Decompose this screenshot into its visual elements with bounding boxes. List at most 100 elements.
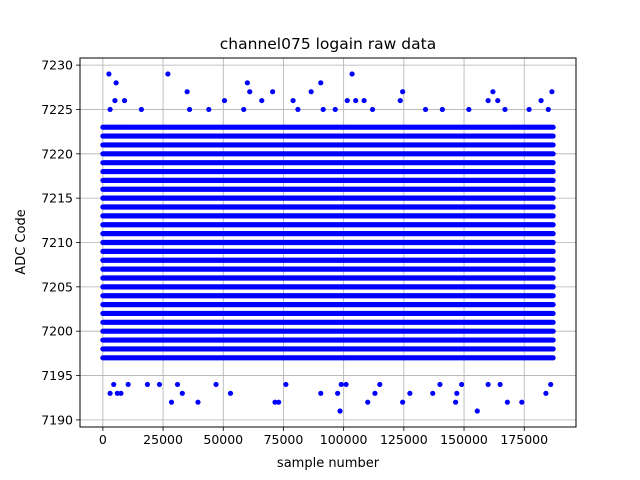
- point-run: [100, 355, 556, 361]
- data-point: [349, 71, 355, 77]
- data-point: [397, 97, 403, 104]
- data-point: [318, 390, 324, 396]
- point-run: [100, 204, 556, 210]
- y-tick-label: 7200: [41, 324, 73, 339]
- data-point: [365, 399, 371, 405]
- data-point: [138, 106, 144, 113]
- point-run: [100, 284, 556, 290]
- data-point: [206, 106, 212, 113]
- data-point: [227, 390, 234, 396]
- data-point: [343, 381, 349, 388]
- y-tick-label: 7220: [41, 146, 73, 161]
- data-point: [335, 390, 341, 396]
- x-tick-label: 0: [99, 432, 107, 447]
- point-run: [100, 346, 556, 352]
- y-tick-label: 7215: [41, 191, 73, 206]
- point-run: [100, 195, 556, 201]
- data-point: [276, 399, 282, 405]
- data-point: [337, 408, 343, 414]
- data-point: [195, 399, 201, 405]
- data-point: [430, 390, 436, 396]
- data-point: [213, 381, 219, 388]
- data-point: [548, 381, 554, 388]
- x-tick-label: 150000: [440, 432, 488, 447]
- data-point: [186, 106, 193, 113]
- y-tick-label: 7205: [41, 279, 73, 294]
- x-tick-label: 25000: [143, 432, 183, 447]
- data-point: [179, 390, 185, 396]
- point-run: [100, 266, 556, 272]
- y-axis: 7190 7195 7200 7205 7210 7215 7220 7225 7230: [41, 58, 80, 427]
- x-tick-label: 125000: [380, 432, 428, 447]
- data-point: [485, 97, 491, 104]
- data-point: [502, 106, 508, 113]
- point-run: [100, 142, 556, 148]
- data-point: [422, 106, 429, 113]
- data-point: [113, 80, 119, 86]
- point-run: [100, 275, 556, 281]
- chart-title: channel075 logain raw data: [220, 35, 436, 53]
- data-point: [407, 390, 413, 396]
- data-point: [156, 381, 163, 388]
- data-point: [290, 97, 296, 104]
- data-point: [247, 89, 253, 95]
- data-point: [184, 89, 190, 95]
- data-point: [400, 399, 406, 405]
- data-point: [107, 390, 113, 396]
- data-point: [332, 106, 338, 113]
- point-run: [100, 248, 556, 254]
- data-point: [538, 97, 544, 104]
- data-point: [453, 399, 459, 405]
- data-point: [439, 106, 445, 113]
- data-point: [283, 381, 289, 388]
- point-run: [100, 231, 556, 237]
- data-point: [372, 390, 378, 396]
- point-run: [100, 151, 556, 157]
- data-point: [497, 381, 503, 388]
- data-point: [454, 390, 460, 396]
- data-point: [241, 106, 247, 113]
- data-point: [144, 381, 151, 388]
- x-axis-label: sample number: [277, 456, 380, 471]
- data-point: [377, 381, 383, 388]
- y-tick-label: 7190: [41, 412, 73, 427]
- data-point: [361, 97, 367, 104]
- x-tick-label: 175000: [500, 432, 548, 447]
- y-tick-label: 7230: [41, 58, 73, 73]
- data-point: [320, 106, 326, 113]
- y-tick-label: 7210: [41, 235, 73, 250]
- x-axis: 0 25000 50000 75000 100000 125000 150000 175000: [99, 427, 548, 447]
- data-point: [165, 71, 171, 77]
- point-run: [100, 160, 556, 166]
- data-point: [106, 71, 112, 77]
- data-point: [111, 381, 117, 388]
- y-tick-label: 7195: [41, 368, 73, 383]
- point-run: [100, 186, 556, 192]
- data-point: [466, 106, 472, 113]
- data-point: [400, 89, 406, 95]
- data-point: [125, 381, 131, 388]
- data-point: [485, 381, 491, 388]
- data-point: [504, 399, 510, 405]
- data-point: [490, 89, 496, 95]
- point-run: [100, 328, 556, 334]
- data-point: [114, 390, 120, 396]
- point-run: [100, 168, 556, 175]
- data-point: [338, 381, 344, 388]
- data-point: [112, 97, 118, 104]
- data-point: [121, 97, 128, 104]
- data-point: [495, 97, 501, 104]
- point-run: [100, 337, 556, 343]
- point-run: [100, 213, 556, 219]
- data-points: [100, 71, 556, 414]
- data-point: [549, 89, 555, 95]
- data-point: [270, 89, 276, 95]
- data-point: [353, 97, 359, 104]
- data-point: [308, 89, 314, 95]
- point-run: [100, 319, 556, 325]
- data-point: [519, 399, 525, 405]
- data-point: [318, 80, 324, 86]
- point-run: [100, 177, 556, 184]
- point-run: [100, 310, 556, 317]
